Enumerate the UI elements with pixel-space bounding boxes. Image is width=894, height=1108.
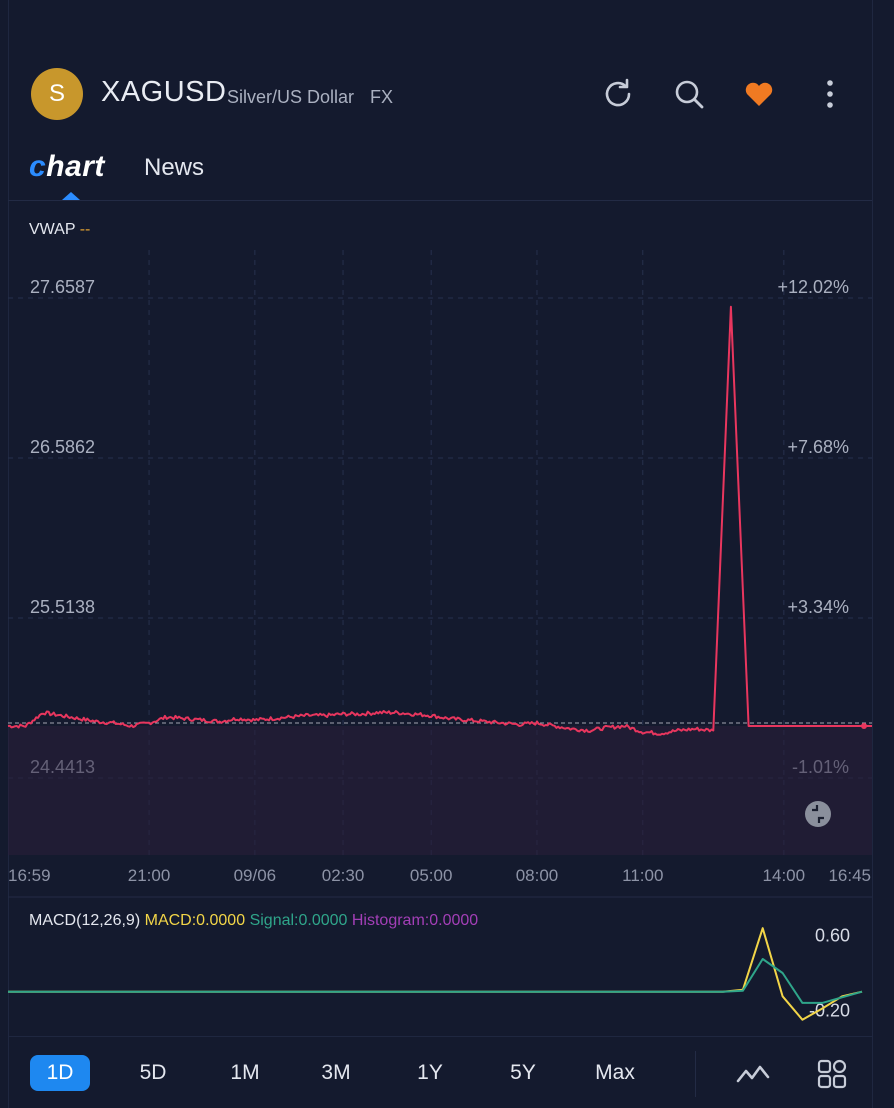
macd-y-tick-label: -0.20 <box>809 1000 850 1020</box>
macd-legend: MACD(12,26,9) MACD:0.0000 Signal:0.0000 … <box>29 912 478 930</box>
chart-divider <box>8 896 872 898</box>
tab-bar: chart News <box>0 148 894 200</box>
macd-series-signal <box>8 958 863 1004</box>
more-vertical-icon <box>827 80 833 108</box>
macd-value: MACD:0.0000 <box>144 912 246 929</box>
reset-zoom-icon <box>805 801 831 827</box>
x-tick-label: 16:59 <box>8 866 51 885</box>
reset-zoom-glyph <box>812 805 824 823</box>
period-5y[interactable]: 5Y <box>510 1061 536 1084</box>
y-tick-label: 25.5138 <box>30 597 95 617</box>
x-tick-label: 05:00 <box>409 866 453 885</box>
instrument-header: S XAGUSD Silver/US Dollar FX <box>0 60 894 130</box>
x-tick-label: 14:00 <box>762 866 806 885</box>
y-tick-label: 26.5862 <box>30 437 95 457</box>
period-5d[interactable]: 5D <box>139 1061 167 1084</box>
macd-y-tick-label: 0.60 <box>815 926 850 946</box>
frame-border-right <box>872 0 873 1108</box>
active-tab-indicator <box>62 192 80 200</box>
price-series-line <box>7 305 872 736</box>
symbol-avatar: S <box>31 68 83 120</box>
histogram-value: Histogram:0.0000 <box>351 912 479 929</box>
y-tick-label-percent: +7.68% <box>787 437 849 457</box>
symbol-exchange: FX <box>370 87 394 107</box>
heart-icon <box>745 82 773 106</box>
macd-series-macd <box>8 927 863 1021</box>
search-icon <box>675 80 704 109</box>
x-tick-label: 11:00 <box>622 866 664 885</box>
frame-border-left <box>8 0 9 1108</box>
more-button[interactable] <box>810 74 850 114</box>
chart-type-button[interactable] <box>733 1057 773 1091</box>
toolbar-separator <box>695 1051 696 1097</box>
symbol-name: XAGUSD <box>101 76 227 108</box>
indicator-value: -- <box>79 221 91 238</box>
search-button[interactable] <box>669 74 709 114</box>
macd-chart[interactable]: 0.60 -0.20 <box>0 897 894 1037</box>
x-tick-label: 16:45 <box>828 866 871 885</box>
tab-chart-label: hart <box>46 150 105 183</box>
period-max[interactable]: Max <box>595 1061 635 1084</box>
time-axis: 16:59 21:00 09/06 02:30 05:00 08:00 11:00 14:00… <box>0 860 894 896</box>
y-tick-label: 27.6587 <box>30 277 95 297</box>
chart-type-icon <box>736 1065 770 1083</box>
layout-button[interactable] <box>812 1057 852 1091</box>
refresh-button[interactable] <box>598 74 638 114</box>
period-1y[interactable]: 1Y <box>417 1061 443 1084</box>
toolbar-divider <box>8 1036 872 1037</box>
y-tick-label-percent: +12.02% <box>777 277 849 297</box>
area-fill <box>8 725 872 855</box>
price-chart[interactable]: 27.6587 +12.02% 26.5862 +7.68% 25.5138 +3.34%… <box>0 250 894 860</box>
signal-value: Signal:0.0000 <box>249 912 348 929</box>
x-tick-label: 08:00 <box>515 866 559 885</box>
refresh-icon <box>605 78 631 107</box>
tab-chart-initial: c <box>29 150 47 183</box>
favorite-button[interactable] <box>739 74 779 114</box>
layout-grid-icon <box>817 1059 847 1089</box>
tabs-divider <box>8 200 872 201</box>
x-tick-label: 21:00 <box>127 866 171 885</box>
x-tick-label: 09/06 <box>233 866 277 885</box>
tab-chart[interactable]: chart <box>29 150 105 184</box>
macd-title: MACD(12,26,9) <box>29 912 141 929</box>
period-3m[interactable]: 3M <box>321 1061 351 1084</box>
y-tick-label-percent: +3.34% <box>787 597 849 617</box>
indicator-name: VWAP <box>29 221 76 238</box>
x-tick-label: 02:30 <box>321 866 365 885</box>
period-1d[interactable]: 1D <box>30 1055 90 1091</box>
period-1m[interactable]: 1M <box>230 1061 260 1084</box>
symbol-description: Silver/US Dollar <box>227 87 355 107</box>
indicator-label[interactable]: VWAP -- <box>29 221 90 239</box>
reset-zoom-button[interactable] <box>805 801 831 827</box>
tab-news[interactable]: News <box>144 154 205 181</box>
last-price-dot <box>861 722 867 729</box>
period-toolbar: 1D 5D 1M 3M 1Y 5Y Max <box>0 1045 894 1103</box>
